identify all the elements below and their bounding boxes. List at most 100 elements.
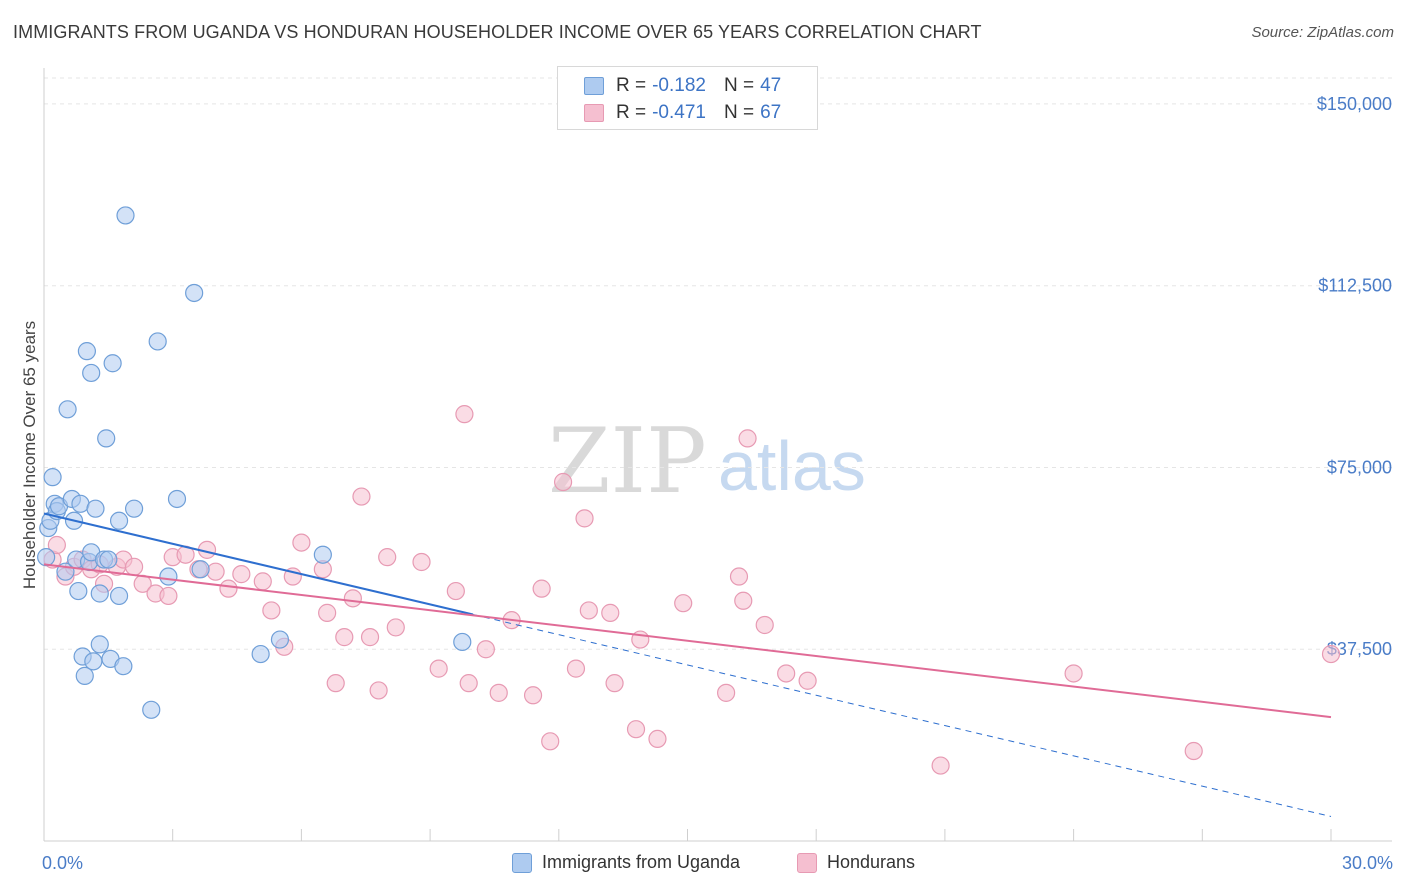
honduran-point	[369, 681, 388, 700]
honduran-point	[352, 487, 371, 506]
x-tick-label: 30.0%	[1342, 853, 1393, 873]
honduran-point	[777, 664, 796, 683]
honduran-point	[601, 603, 620, 622]
honduran-legend-swatch	[797, 852, 817, 873]
uganda-point	[453, 632, 472, 652]
honduran-point	[532, 579, 551, 598]
uganda-point	[159, 567, 178, 586]
uganda-point	[270, 630, 290, 649]
honduran-point	[318, 603, 337, 622]
n-label: N =	[723, 102, 755, 123]
watermark: ZIP atlas	[548, 409, 866, 514]
honduran-point	[541, 732, 560, 751]
honduran-point	[553, 472, 573, 492]
honduran-point	[1064, 664, 1083, 683]
uganda-point	[90, 584, 109, 603]
honduran-point	[579, 601, 598, 620]
honduran-point	[159, 586, 178, 606]
honduran-point	[931, 756, 950, 775]
honduran-point	[648, 729, 667, 749]
uganda-point	[114, 657, 133, 676]
n-value: 47	[760, 75, 782, 96]
uganda-point	[69, 581, 88, 601]
y-axis-label: Householder Income Over 65 years	[20, 321, 39, 589]
x-tick-labels: 0.0% 30.0%	[42, 853, 1393, 873]
stats-legend: R = -0.182 N = 47 R = -0.471 N = 67	[557, 66, 818, 130]
uganda-point	[77, 342, 97, 361]
uganda-point	[86, 499, 105, 518]
uganda-point	[167, 489, 187, 509]
honduran-point	[253, 572, 272, 591]
uganda-point	[43, 468, 62, 487]
y-tick-labels: $37,500 $75,000 $112,500 $150,000	[1317, 94, 1392, 659]
axes	[43, 68, 1392, 842]
honduran-point	[575, 509, 594, 528]
honduran-point	[798, 671, 817, 690]
uganda-swatch	[584, 77, 604, 95]
honduran-point	[232, 565, 251, 584]
uganda-point	[71, 494, 90, 513]
honduran-point	[124, 557, 144, 576]
uganda-point	[82, 363, 101, 383]
stats-row-uganda: R = -0.182 N = 47	[584, 74, 781, 98]
honduran-point	[412, 552, 431, 572]
honduran-point	[738, 429, 757, 448]
uganda-point	[109, 586, 129, 606]
r-label: R =	[616, 75, 647, 96]
honduran-point	[47, 535, 66, 555]
uganda-trend-extension	[472, 614, 1332, 817]
honduran-point	[755, 615, 774, 635]
legend-item-uganda: Immigrants from Uganda	[512, 852, 740, 873]
honduran-point	[206, 562, 225, 581]
uganda-trend-line	[43, 512, 474, 616]
honduran-point	[429, 659, 448, 678]
uganda-point	[75, 666, 94, 685]
series-uganda	[37, 206, 472, 719]
uganda-point	[142, 700, 161, 719]
stats-row-honduran: R = -0.471 N = 67	[584, 101, 781, 125]
uganda-point	[90, 635, 109, 654]
uganda-point	[313, 545, 332, 564]
uganda-point	[99, 550, 118, 569]
uganda-legend-swatch	[512, 852, 532, 873]
honduran-point	[489, 683, 508, 702]
legend-label: Hondurans	[827, 852, 916, 872]
honduran-point	[262, 601, 281, 620]
r-label: R =	[616, 102, 647, 123]
honduran-point	[523, 686, 543, 705]
honduran-point	[1321, 644, 1341, 664]
honduran-point	[455, 405, 474, 424]
honduran-point	[734, 591, 753, 610]
chart-title: IMMIGRANTS FROM UGANDA VS HONDURAN HOUSE…	[13, 22, 982, 42]
source-label: Source: ZipAtlas.com	[1251, 24, 1394, 41]
y-tick-label: $75,000	[1327, 457, 1392, 477]
x-tick-label: 0.0%	[42, 853, 83, 873]
y-tick-label: $112,500	[1318, 276, 1392, 296]
uganda-point	[185, 283, 204, 303]
r-value: -0.471	[652, 102, 706, 123]
honduran-point	[717, 683, 736, 702]
honduran-point	[476, 640, 495, 659]
uganda-point	[116, 206, 135, 225]
honduran-trend-line	[43, 563, 1332, 719]
legend-item-hondurans: Hondurans	[797, 852, 915, 873]
n-value: 67	[760, 102, 782, 123]
legend-label: Immigrants from Uganda	[542, 852, 741, 872]
uganda-point	[124, 499, 144, 518]
honduran-point	[626, 720, 646, 739]
honduran-point	[446, 581, 465, 601]
honduran-point	[326, 674, 345, 693]
honduran-point	[219, 579, 238, 598]
honduran-point	[729, 567, 749, 586]
uganda-point	[191, 560, 210, 579]
r-value: -0.182	[652, 75, 706, 96]
uganda-point	[97, 429, 116, 448]
honduran-point	[566, 659, 586, 678]
uganda-point	[251, 644, 270, 664]
honduran-swatch	[584, 104, 604, 122]
uganda-point	[109, 511, 129, 530]
uganda-point	[103, 354, 122, 373]
honduran-point	[674, 594, 693, 613]
honduran-point	[378, 548, 397, 567]
uganda-point	[37, 548, 56, 567]
